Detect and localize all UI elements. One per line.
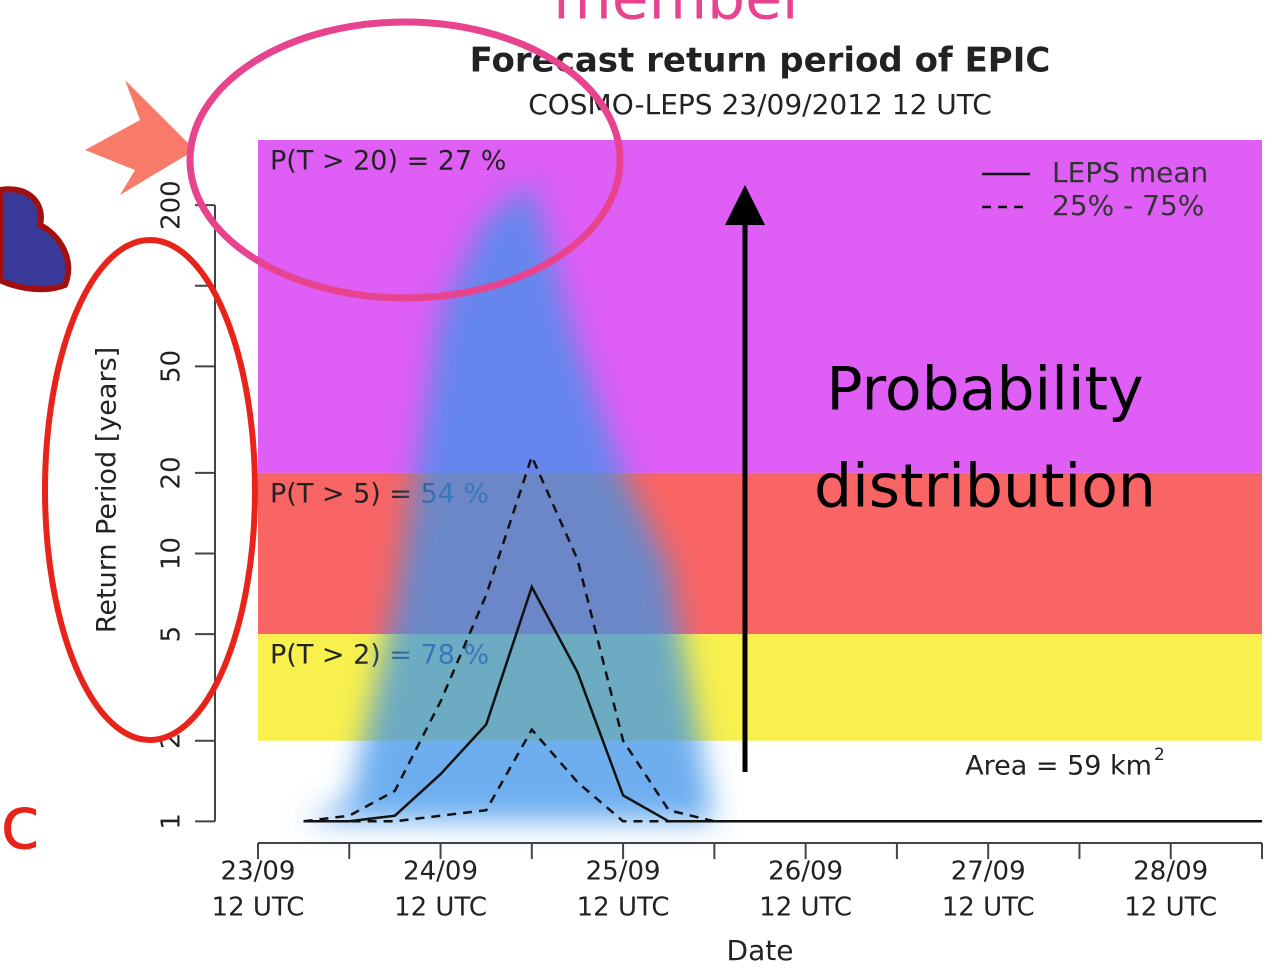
x-tick-time: 12 UTC	[577, 893, 670, 923]
area-unit-power: 2	[1154, 745, 1165, 765]
y-tick-label: 200	[157, 180, 187, 230]
x-tick-time: 12 UTC	[394, 893, 487, 923]
x-tick-label: 25/09	[586, 857, 661, 887]
legend-label: 25% - 75%	[1052, 189, 1204, 222]
y-axis-label: Return Period [years]	[92, 347, 123, 633]
annotation-line: distribution	[814, 452, 1156, 522]
legend-label: LEPS mean	[1052, 156, 1208, 189]
x-tick-time: 12 UTC	[942, 893, 1035, 923]
y-tick-label: 10	[157, 537, 187, 570]
x-tick-label: 28/09	[1133, 857, 1208, 887]
slide: P(T > 20) = 27 %P(T > 5) = 54 %P(T > 2) …	[0, 0, 1272, 973]
slide-letter: c	[0, 781, 41, 867]
highlight-ellipse	[45, 240, 255, 740]
x-tick-label: 23/09	[221, 857, 296, 887]
x-tick-time: 12 UTC	[759, 893, 852, 923]
area-label: Area = 59 km	[965, 751, 1152, 782]
annotation-line: Probability	[826, 355, 1143, 425]
pointer-arrow	[85, 80, 195, 195]
chart: P(T > 20) = 27 %P(T > 5) = 54 %P(T > 2) …	[0, 0, 1272, 973]
band-label: P(T > 20) = 27 %	[270, 146, 506, 177]
map-thumbnail	[0, 189, 68, 289]
y-tick-label: 50	[157, 350, 187, 383]
x-tick-time: 12 UTC	[212, 893, 305, 923]
x-tick-label: 24/09	[403, 857, 478, 887]
y-tick-label: 1	[157, 813, 187, 830]
x-tick-time: 12 UTC	[1124, 893, 1217, 923]
x-axis-label: Date	[727, 934, 794, 967]
x-tick-label: 26/09	[768, 857, 843, 887]
x-tick-label: 27/09	[951, 857, 1026, 887]
slide-heading: member	[553, 0, 807, 34]
y-tick-label: 20	[157, 456, 187, 489]
y-tick-label: 5	[157, 626, 187, 643]
